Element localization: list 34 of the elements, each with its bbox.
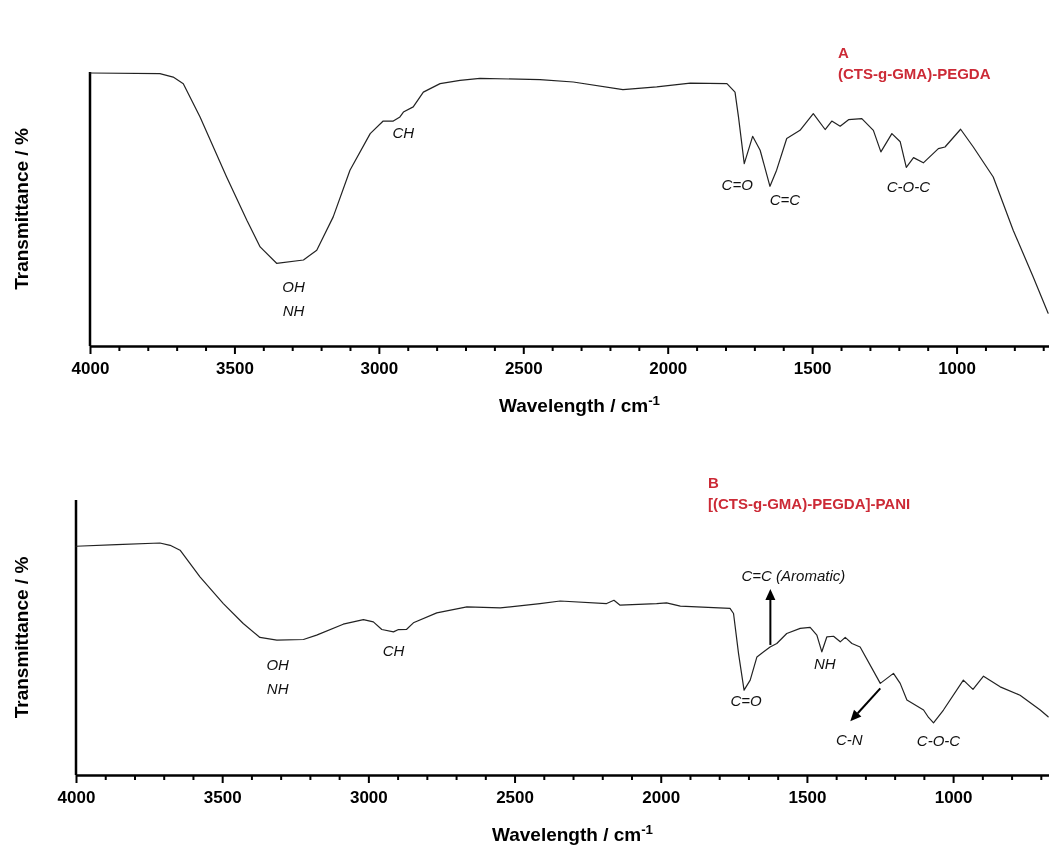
chart-title: A [838,44,849,61]
annotation: C=O [721,175,754,193]
annotation: CH [392,124,415,142]
x-tick-label: 1000 [938,358,976,378]
x-tick-label: 3500 [216,358,254,378]
annotation: NH [813,654,836,672]
annotation: C-O-C [916,731,961,749]
annotation: CH [382,641,405,659]
x-tick-label: 1500 [793,358,832,378]
x-tick-label: 3500 [203,787,242,807]
x-tick-label: 2500 [496,787,534,807]
x-tick-label: 2000 [649,358,688,378]
x-tick-label: 2000 [642,787,681,807]
x-tick-label: 3000 [360,358,399,378]
chart-subtitle: [(CTS-g-GMA)-PEGDA]-PANI [708,495,911,512]
annotation: OH NH [282,278,305,320]
x-tick-label: 1500 [788,787,827,807]
annotation: C-N [835,731,863,749]
annotation: OH NH [266,656,290,698]
chart-title: B [708,474,719,491]
x-tick-label: 2500 [504,358,543,378]
annotation: C-O-C [886,178,931,196]
annotation: C=O [730,692,763,710]
x-axis-title: Wavelength / cm$^{-1}$ [491,821,654,845]
x-axis-title: Wavelength / cm$^{-1}$ [498,392,661,416]
x-tick-label: 3000 [349,787,388,807]
y-axis-title: Transmittance / % [11,128,32,290]
x-tick-label: 4000 [57,787,96,807]
chart-subtitle: (CTS-g-GMA)-PEGDA [838,65,991,82]
annotation: C=C [769,191,801,209]
x-tick-label: 1000 [934,787,973,807]
y-axis-title: Transmittance / % [11,556,32,719]
x-tick-label: 4000 [71,358,110,378]
annotation: C=C (Aromatic) [741,566,846,584]
